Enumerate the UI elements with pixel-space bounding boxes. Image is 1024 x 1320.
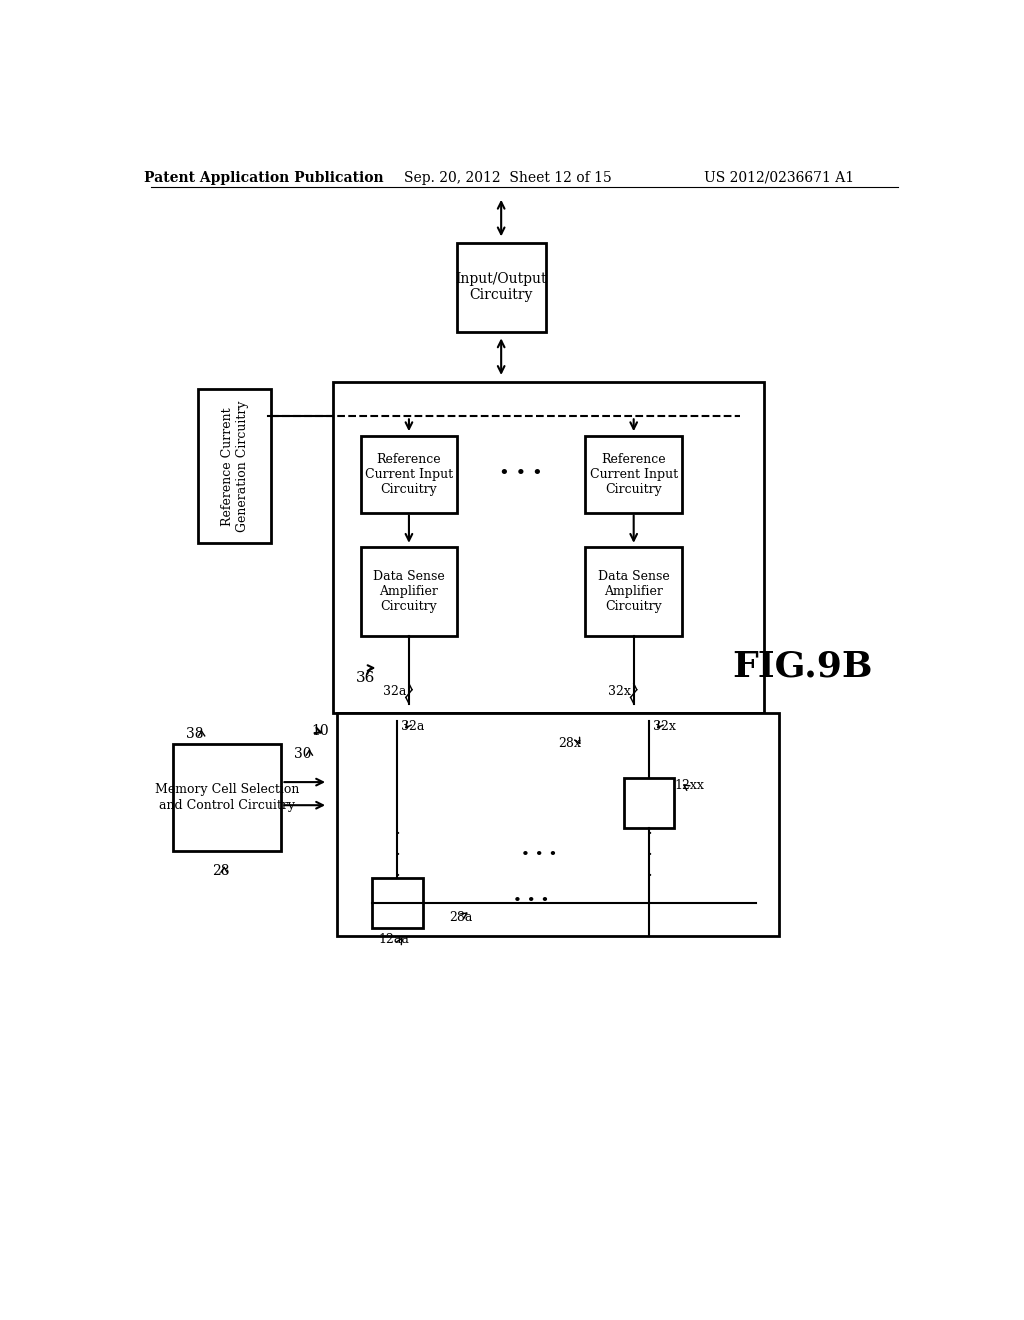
Bar	[586, 436, 682, 512]
Text: 32x: 32x	[608, 685, 631, 698]
Bar	[457, 243, 546, 331]
Text: Input/Output
Circuitry: Input/Output Circuitry	[456, 272, 547, 302]
Text: 32x: 32x	[653, 721, 676, 733]
Bar	[372, 878, 423, 928]
Text: 28a: 28a	[450, 911, 473, 924]
Text: Data Sense
Amplifier
Circuitry: Data Sense Amplifier Circuitry	[598, 570, 670, 612]
Bar	[173, 743, 282, 851]
Bar	[360, 436, 458, 512]
Text: 36: 36	[356, 671, 376, 685]
Text: 32a: 32a	[383, 685, 407, 698]
Text: • • •: • • •	[513, 895, 549, 908]
Text: 10: 10	[311, 723, 330, 738]
Text: US 2012/0236671 A1: US 2012/0236671 A1	[703, 170, 854, 185]
Text: 28x: 28x	[558, 737, 582, 750]
Text: Memory Cell Selection
and Control Circuitry: Memory Cell Selection and Control Circui…	[155, 784, 299, 812]
Bar	[198, 389, 271, 544]
Text: 12aa: 12aa	[378, 933, 409, 946]
Bar	[624, 779, 675, 829]
Text: Data Sense
Amplifier
Circuitry: Data Sense Amplifier Circuitry	[373, 570, 444, 612]
Text: • • •: • • •	[500, 465, 543, 483]
Bar	[334, 381, 764, 713]
Bar	[586, 548, 682, 636]
Text: 38: 38	[186, 727, 204, 742]
Text: ·
·
·: · · ·	[394, 825, 400, 884]
Text: • • •: • • •	[520, 849, 557, 862]
Text: Reference Current
Generation Circuitry: Reference Current Generation Circuitry	[220, 401, 249, 532]
Bar	[360, 548, 458, 636]
Bar	[337, 713, 779, 936]
Text: 28: 28	[212, 863, 229, 878]
Text: 12xx: 12xx	[675, 779, 705, 792]
Text: Reference
Current Input
Circuitry: Reference Current Input Circuitry	[365, 453, 453, 495]
Text: FIG.9B: FIG.9B	[732, 649, 872, 684]
Text: ·
·
·: · · ·	[646, 825, 652, 884]
Text: Sep. 20, 2012  Sheet 12 of 15: Sep. 20, 2012 Sheet 12 of 15	[403, 170, 611, 185]
Text: Patent Application Publication: Patent Application Publication	[143, 170, 383, 185]
Text: 30: 30	[294, 747, 311, 760]
Text: 32a: 32a	[401, 721, 425, 733]
Text: Reference
Current Input
Circuitry: Reference Current Input Circuitry	[590, 453, 678, 495]
